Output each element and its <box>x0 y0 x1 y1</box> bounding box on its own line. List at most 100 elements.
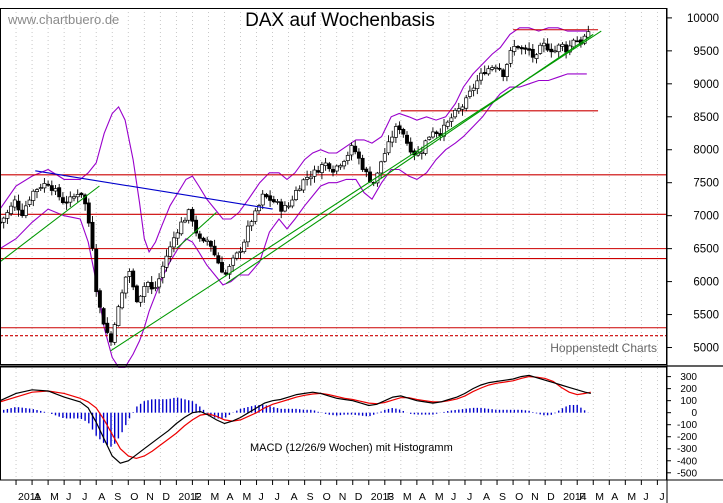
candle-body <box>231 257 236 266</box>
candle-body <box>408 141 413 153</box>
candle-body <box>342 161 347 167</box>
candle-body <box>72 196 76 199</box>
x-tick-label: J <box>643 491 648 503</box>
candle-body <box>475 80 480 89</box>
macd-y-tick-label: -500 <box>677 468 697 479</box>
candle-body <box>527 48 532 51</box>
candle-body <box>38 187 43 189</box>
candle-body <box>220 262 224 273</box>
candle-body <box>497 67 502 70</box>
candle-body <box>264 194 269 198</box>
candle-body <box>386 141 391 154</box>
candle-body <box>57 187 62 198</box>
candle-body <box>216 255 221 264</box>
candle-body <box>153 287 158 289</box>
candle-body <box>434 131 439 135</box>
x-tick-label: D <box>355 491 363 503</box>
candle-body <box>238 250 243 253</box>
candle-body <box>453 109 458 118</box>
y-tick-label: 9000 <box>693 79 719 91</box>
x-tick-label: A <box>611 491 618 503</box>
candle-body <box>364 168 369 173</box>
candle-body <box>186 209 191 221</box>
candle-body <box>53 188 58 192</box>
candle-body <box>49 185 54 191</box>
x-tick-label: O <box>515 491 523 503</box>
x-tick-label: J <box>275 491 280 503</box>
candle-body <box>316 170 321 173</box>
candle-body <box>97 290 102 308</box>
macd-y-tick-label: 100 <box>680 396 697 407</box>
candle-body <box>9 205 14 214</box>
candle-body <box>405 134 409 144</box>
x-tick-label: F <box>579 491 585 503</box>
x-tick-label: O <box>323 491 331 503</box>
candle-body <box>20 209 25 216</box>
candle-body <box>179 221 184 235</box>
candle-body <box>323 162 328 166</box>
candle-body <box>160 265 165 278</box>
candle-body <box>208 241 213 247</box>
x-tick-label: J <box>467 491 472 503</box>
candle-body <box>538 44 543 54</box>
candle-body <box>86 202 91 224</box>
candle-body <box>175 232 180 239</box>
candle-body <box>393 126 398 138</box>
candle-body <box>183 219 187 223</box>
candle-body <box>23 205 28 216</box>
candle-body <box>138 295 143 303</box>
candle-body <box>319 164 324 173</box>
candle-body <box>212 245 217 256</box>
candle-body <box>68 196 73 203</box>
candle-body <box>501 69 506 78</box>
candle-body <box>131 270 136 288</box>
candle-body <box>449 117 454 122</box>
x-tick-label: N <box>339 491 347 503</box>
candle-body <box>79 192 84 196</box>
candle-body <box>60 197 65 204</box>
candle-body <box>397 125 402 131</box>
candle-body <box>1 217 6 223</box>
candle-body <box>90 221 95 249</box>
x-tick-label: 2012 <box>178 491 202 503</box>
candle-body <box>294 190 298 200</box>
x-tick-label: J <box>82 491 87 503</box>
candle-body <box>142 286 147 297</box>
candle-body <box>467 90 472 97</box>
x-tick-label: S <box>114 491 121 503</box>
candle-body <box>190 208 195 222</box>
candle-body <box>290 199 295 207</box>
macd-y-tick-label: -300 <box>677 444 697 455</box>
candle-body <box>504 64 509 77</box>
x-tick-label: F <box>387 491 393 503</box>
x-tick-label: J <box>66 491 71 503</box>
x-tick-label: 2011 <box>18 491 41 503</box>
candle-body <box>27 199 32 205</box>
macd-y-tick-label: 300 <box>680 372 697 383</box>
candle-body <box>493 66 498 69</box>
candle-body <box>197 233 202 239</box>
candle-body <box>120 292 125 309</box>
candle-body <box>368 171 372 183</box>
candle-body <box>227 266 232 275</box>
candle-body <box>253 210 258 222</box>
candle-body <box>75 194 80 198</box>
candle-body <box>109 333 113 343</box>
candle-body <box>279 201 284 212</box>
candle-body <box>545 43 550 51</box>
candle-body <box>571 39 576 48</box>
candle-body <box>257 205 261 212</box>
x-tick-label: D <box>547 491 555 503</box>
y-tick-label: 9500 <box>693 46 719 58</box>
candle-body <box>286 205 291 208</box>
candle-body <box>260 193 265 206</box>
candle-body <box>105 322 110 333</box>
candle-body <box>194 219 199 234</box>
support-trend-line <box>225 33 594 285</box>
candle-body <box>12 199 17 208</box>
y-tick-label: 6500 <box>693 244 719 256</box>
candle-body <box>534 54 539 59</box>
candle-body <box>305 177 310 180</box>
